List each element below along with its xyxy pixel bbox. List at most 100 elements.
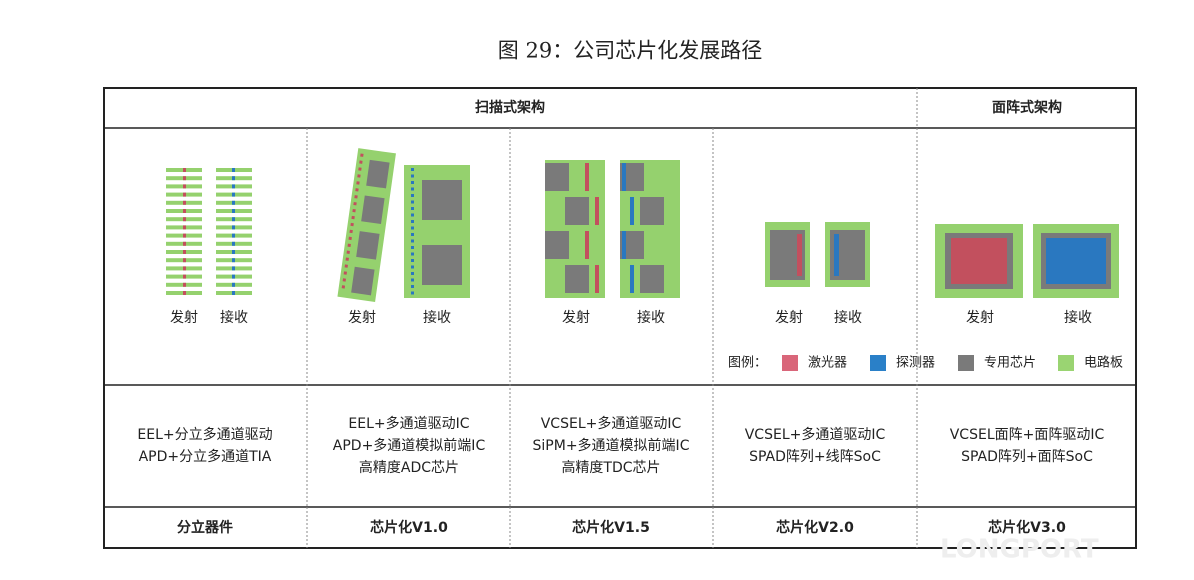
stage: 分立器件 <box>177 519 233 536</box>
shape <box>345 257 349 261</box>
shape <box>351 266 375 296</box>
shape <box>356 231 380 260</box>
shape <box>411 194 414 197</box>
shape <box>183 192 186 197</box>
shape <box>595 265 599 293</box>
shape <box>232 258 235 263</box>
rx-label: 接收 <box>834 309 862 326</box>
watermark: LONGPORT <box>940 535 1099 565</box>
shape <box>232 241 235 246</box>
shape <box>411 239 414 243</box>
legend-swatch <box>1058 355 1074 371</box>
shape <box>411 246 414 249</box>
shape <box>411 233 414 236</box>
shape <box>640 197 664 225</box>
shape <box>411 220 414 223</box>
shape <box>183 291 186 295</box>
shape <box>183 217 186 222</box>
shape <box>630 197 634 225</box>
shape <box>344 264 348 268</box>
shape <box>411 265 414 269</box>
tx-label: 发射 <box>966 310 994 326</box>
shape <box>411 226 414 230</box>
shape <box>183 274 186 279</box>
shape <box>366 159 390 189</box>
shape <box>347 243 351 248</box>
shape <box>232 250 235 254</box>
shape <box>356 181 360 185</box>
shape <box>232 184 235 189</box>
description: EEL+多通道驱动IC <box>348 415 469 432</box>
shape <box>622 231 626 259</box>
shape <box>585 231 589 259</box>
shape <box>183 250 186 254</box>
shape <box>232 209 235 213</box>
shape <box>183 225 186 230</box>
legend-label: 图例： <box>728 356 767 371</box>
description: VCSEL+多通道驱动IC <box>541 415 682 432</box>
shape <box>565 197 589 225</box>
shape <box>411 278 414 282</box>
shape <box>353 202 357 206</box>
description: SiPM+多通道模拟前端IC <box>533 437 690 454</box>
shape <box>232 266 235 271</box>
stage: 芯片化V2.0 <box>776 519 854 536</box>
shape <box>359 160 363 164</box>
shape <box>341 285 346 289</box>
shape <box>834 234 839 276</box>
shape <box>411 252 414 256</box>
shape <box>183 266 186 271</box>
shape <box>411 285 414 288</box>
shape <box>411 291 414 295</box>
description: 高精度ADC芯片 <box>359 459 459 476</box>
legend-item: 激光器 <box>808 356 847 371</box>
table-frame <box>103 87 1137 549</box>
shape <box>349 229 353 234</box>
description: APD+多通道模拟前端IC <box>333 437 486 454</box>
shape <box>545 231 569 259</box>
shape <box>411 200 414 204</box>
shape <box>357 174 361 178</box>
rx-label: 接收 <box>637 309 665 326</box>
shape <box>797 234 802 276</box>
shape <box>351 215 355 220</box>
shape <box>422 180 462 220</box>
rx-label: 接收 <box>423 309 451 326</box>
description: EEL+分立多通道驱动 <box>137 426 272 443</box>
shape <box>232 192 235 197</box>
shape <box>232 233 235 238</box>
shape <box>360 153 364 157</box>
tilted-board <box>337 148 396 302</box>
shape <box>595 197 599 225</box>
shape <box>232 282 235 287</box>
shape <box>183 184 186 189</box>
shape <box>622 163 626 191</box>
shape <box>183 168 186 172</box>
description: SPAD阵列+线阵SoC <box>749 449 881 465</box>
shape <box>232 168 235 172</box>
shape <box>951 238 1007 284</box>
shape <box>354 195 358 199</box>
legend-swatch <box>782 355 798 371</box>
tx-label: 发射 <box>775 310 803 326</box>
legend-item: 电路板 <box>1084 355 1123 371</box>
shape <box>183 258 186 263</box>
description: SPAD阵列+面阵SoC <box>961 449 1093 465</box>
shape <box>411 213 414 217</box>
shape <box>183 241 186 246</box>
shape <box>411 207 414 210</box>
tx-label: 发射 <box>348 310 376 326</box>
shape <box>183 282 186 287</box>
shape <box>343 271 348 275</box>
rx-label: 接收 <box>220 309 248 326</box>
shape <box>183 209 186 213</box>
description: 高精度TDC芯片 <box>561 459 660 476</box>
shape <box>232 291 235 295</box>
shape <box>545 163 569 191</box>
shape <box>411 272 414 275</box>
description: VCSEL+多通道驱动IC <box>745 426 886 443</box>
shape <box>411 187 414 191</box>
shape <box>232 225 235 230</box>
shape <box>411 259 414 262</box>
shape <box>183 176 186 181</box>
